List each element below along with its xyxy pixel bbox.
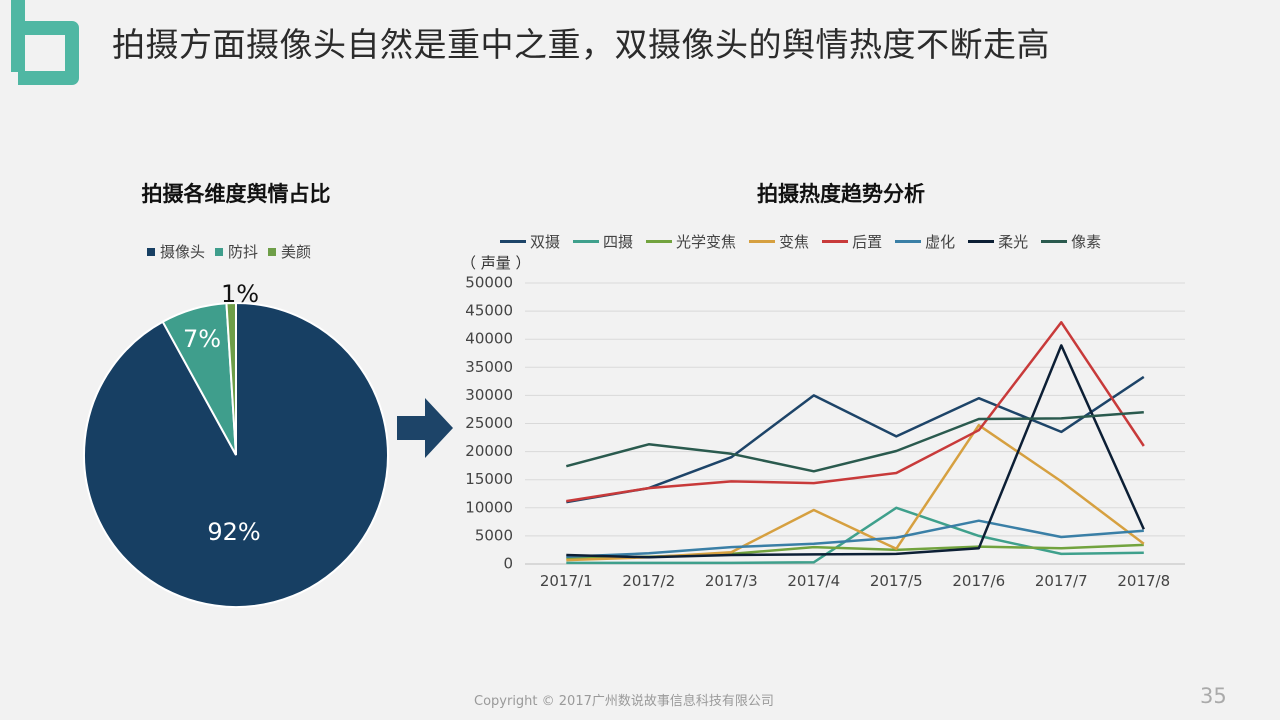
line-legend-label: 变焦 bbox=[779, 233, 810, 251]
y-tick-label: 45000 bbox=[465, 302, 513, 320]
pie-legend-label: 防抖 bbox=[228, 243, 259, 261]
line-legend-item: 虚化 bbox=[895, 231, 955, 252]
y-tick-label: 10000 bbox=[465, 498, 513, 516]
line-legend-item: 双摄 bbox=[500, 231, 560, 252]
x-tick-label: 2017/4 bbox=[787, 572, 840, 590]
line-legend-label: 光学变焦 bbox=[676, 233, 737, 251]
series-line-柔光 bbox=[566, 344, 1145, 559]
legend-line-swatch bbox=[646, 240, 673, 243]
series-line-双摄 bbox=[566, 375, 1145, 504]
legend-line-swatch bbox=[1041, 240, 1068, 243]
line-legend-label: 虚化 bbox=[925, 233, 956, 251]
y-tick-label: 0 bbox=[503, 555, 513, 573]
line-legend-label: 后置 bbox=[852, 233, 883, 251]
x-tick-label: 2017/7 bbox=[1035, 572, 1088, 590]
series-line-虚化 bbox=[566, 519, 1144, 558]
pie-value-label: 1% bbox=[221, 280, 259, 308]
legend-swatch bbox=[147, 247, 155, 256]
pie-value-label: 7% bbox=[183, 325, 221, 353]
pie-legend-item: 摄像头 bbox=[147, 241, 205, 262]
pie-value-label: 92% bbox=[207, 518, 260, 546]
series-line-四摄 bbox=[566, 506, 1144, 565]
pie-slice bbox=[225, 301, 237, 456]
line-legend-label: 像素 bbox=[1071, 233, 1102, 251]
pie-legend-label: 摄像头 bbox=[160, 243, 206, 261]
legend-swatch bbox=[215, 247, 224, 256]
page-number: 35 bbox=[1200, 684, 1227, 708]
x-tick-label: 2017/2 bbox=[622, 572, 675, 590]
right-arrow-icon bbox=[397, 398, 453, 458]
y-axis-unit-label: （ 声量 ） bbox=[461, 254, 531, 272]
copyright-text: Copyright © 2017广州数说故事信息科技有限公司 bbox=[474, 694, 774, 709]
page-title: 拍摄方面摄像头自然是重中之重，双摄像头的舆情热度不断走高 bbox=[112, 25, 1050, 64]
y-tick-label: 50000 bbox=[465, 274, 513, 292]
pie-legend-item: 防抖 bbox=[215, 241, 258, 262]
y-tick-label: 40000 bbox=[465, 330, 513, 348]
x-tick-label: 2017/8 bbox=[1117, 572, 1170, 590]
company-logo bbox=[11, 0, 79, 85]
y-tick-label: 5000 bbox=[475, 526, 513, 544]
legend-line-swatch bbox=[822, 240, 849, 243]
x-tick-label: 2017/5 bbox=[870, 572, 923, 590]
line-legend-label: 四摄 bbox=[603, 233, 634, 251]
pie-legend-label: 美颜 bbox=[281, 243, 312, 261]
legend-line-swatch bbox=[500, 240, 526, 243]
y-tick-label: 35000 bbox=[465, 358, 513, 376]
y-tick-label: 20000 bbox=[465, 442, 513, 460]
line-legend-item: 四摄 bbox=[573, 231, 633, 252]
pie-legend-item: 美颜 bbox=[268, 241, 311, 262]
x-tick-label: 2017/1 bbox=[540, 572, 593, 590]
y-tick-label: 15000 bbox=[465, 470, 513, 488]
line-legend-item: 光学变焦 bbox=[646, 231, 736, 252]
line-legend-label: 双摄 bbox=[530, 233, 561, 251]
line-legend-item: 柔光 bbox=[968, 231, 1028, 252]
legend-line-swatch bbox=[573, 240, 600, 243]
pie-chart: 92% 7%1% bbox=[83, 280, 389, 608]
line-chart: 0 5000 10000 15000 20000 25000 30000 35000 40000… bbox=[465, 274, 1185, 590]
pie-legend: 摄像头 防抖 美颜 bbox=[147, 241, 311, 262]
x-tick-label: 2017/3 bbox=[705, 572, 758, 590]
y-tick-label: 25000 bbox=[465, 414, 513, 432]
line-legend-item: 像素 bbox=[1041, 231, 1101, 252]
y-tick-label: 30000 bbox=[465, 386, 513, 404]
legend-swatch bbox=[268, 247, 277, 256]
line-legend: 双摄 四摄 光学变焦 变焦 后置 虚化 柔光 像素 bbox=[500, 231, 1101, 252]
legend-line-swatch bbox=[968, 240, 995, 243]
legend-line-swatch bbox=[749, 240, 776, 243]
series-line-像素 bbox=[565, 411, 1144, 473]
pie-chart-title: 拍摄各维度舆情占比 bbox=[141, 182, 331, 206]
line-legend-item: 后置 bbox=[822, 231, 882, 252]
x-tick-label: 2017/6 bbox=[952, 572, 1005, 590]
series-line-后置 bbox=[566, 321, 1145, 503]
line-legend-label: 柔光 bbox=[998, 233, 1029, 251]
line-chart-title: 拍摄热度趋势分析 bbox=[757, 182, 925, 206]
line-legend-item: 变焦 bbox=[749, 231, 809, 252]
legend-line-swatch bbox=[895, 240, 922, 243]
